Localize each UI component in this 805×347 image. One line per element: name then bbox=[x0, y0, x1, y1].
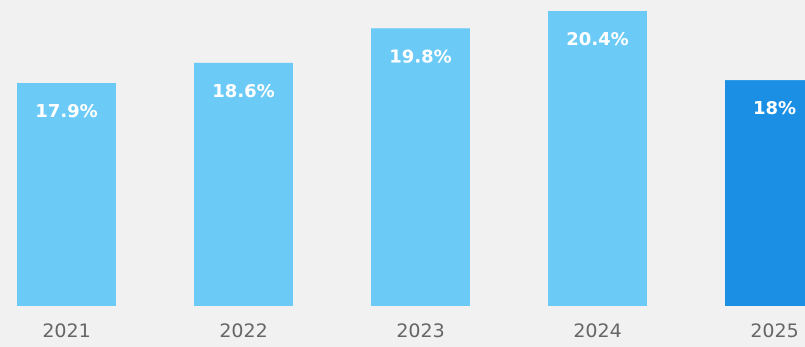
bar-value-label-2021: 17.9% bbox=[35, 101, 97, 122]
x-axis-ticks-group: 2021 2022 2023 2024 2025 bbox=[42, 320, 798, 342]
bar-value-label-2023: 19.8% bbox=[389, 46, 451, 67]
bars-group bbox=[17, 11, 805, 307]
bar-value-label-2025: 18% bbox=[753, 98, 796, 119]
x-tick-label-2023: 2023 bbox=[396, 320, 444, 342]
bar-labels-group: 17.9% 18.6% 19.8% 20.4% 18% bbox=[35, 29, 796, 122]
bar-2025 bbox=[725, 80, 805, 307]
x-tick-label-2024: 2024 bbox=[573, 320, 621, 342]
bar-2021 bbox=[17, 83, 116, 306]
bar-value-label-2022: 18.6% bbox=[212, 81, 274, 102]
bar-value-label-2024: 20.4% bbox=[566, 29, 628, 50]
bar-2023 bbox=[371, 28, 470, 307]
x-tick-label-2022: 2022 bbox=[219, 320, 267, 342]
x-tick-label-2025: 2025 bbox=[750, 320, 798, 342]
bar-2022 bbox=[194, 62, 293, 307]
bar-2024 bbox=[548, 11, 647, 306]
x-tick-label-2021: 2021 bbox=[42, 320, 90, 342]
